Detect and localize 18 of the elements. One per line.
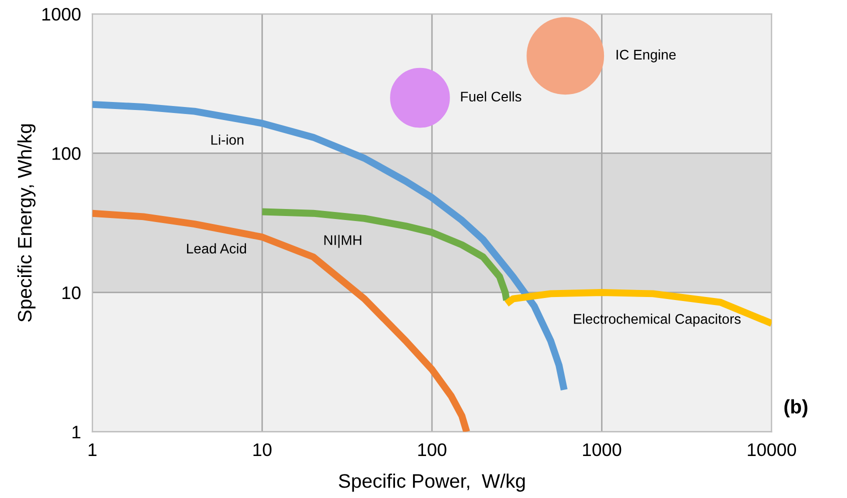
x-tick-label: 1 [88,444,96,456]
series-label: Electrochemical Capacitors [574,314,741,327]
series-label: Lead Acid [187,243,246,254]
y-tick-label: 1 [72,426,80,438]
x-tick-label: 10000 [748,443,796,456]
text: (b) [784,399,808,418]
y-tick-label: 1000 [42,8,81,21]
x-tick-label: 100 [418,443,446,456]
y-axis-title: Specific Energy, Wh/kg [17,124,36,322]
series-label: IC Engine [616,49,676,62]
x-tick-label: 1000 [583,443,622,456]
series-label: Fuel Cells [461,91,522,102]
y-tick-label: 10 [62,286,81,300]
x-tick-label: 10 [253,443,272,456]
series-label: Li-ion [211,134,244,145]
x-axis-title: Specific Power, W/kg [338,474,525,492]
y-tick-label: 100 [52,147,81,160]
series-label: NI|MH [324,234,362,248]
